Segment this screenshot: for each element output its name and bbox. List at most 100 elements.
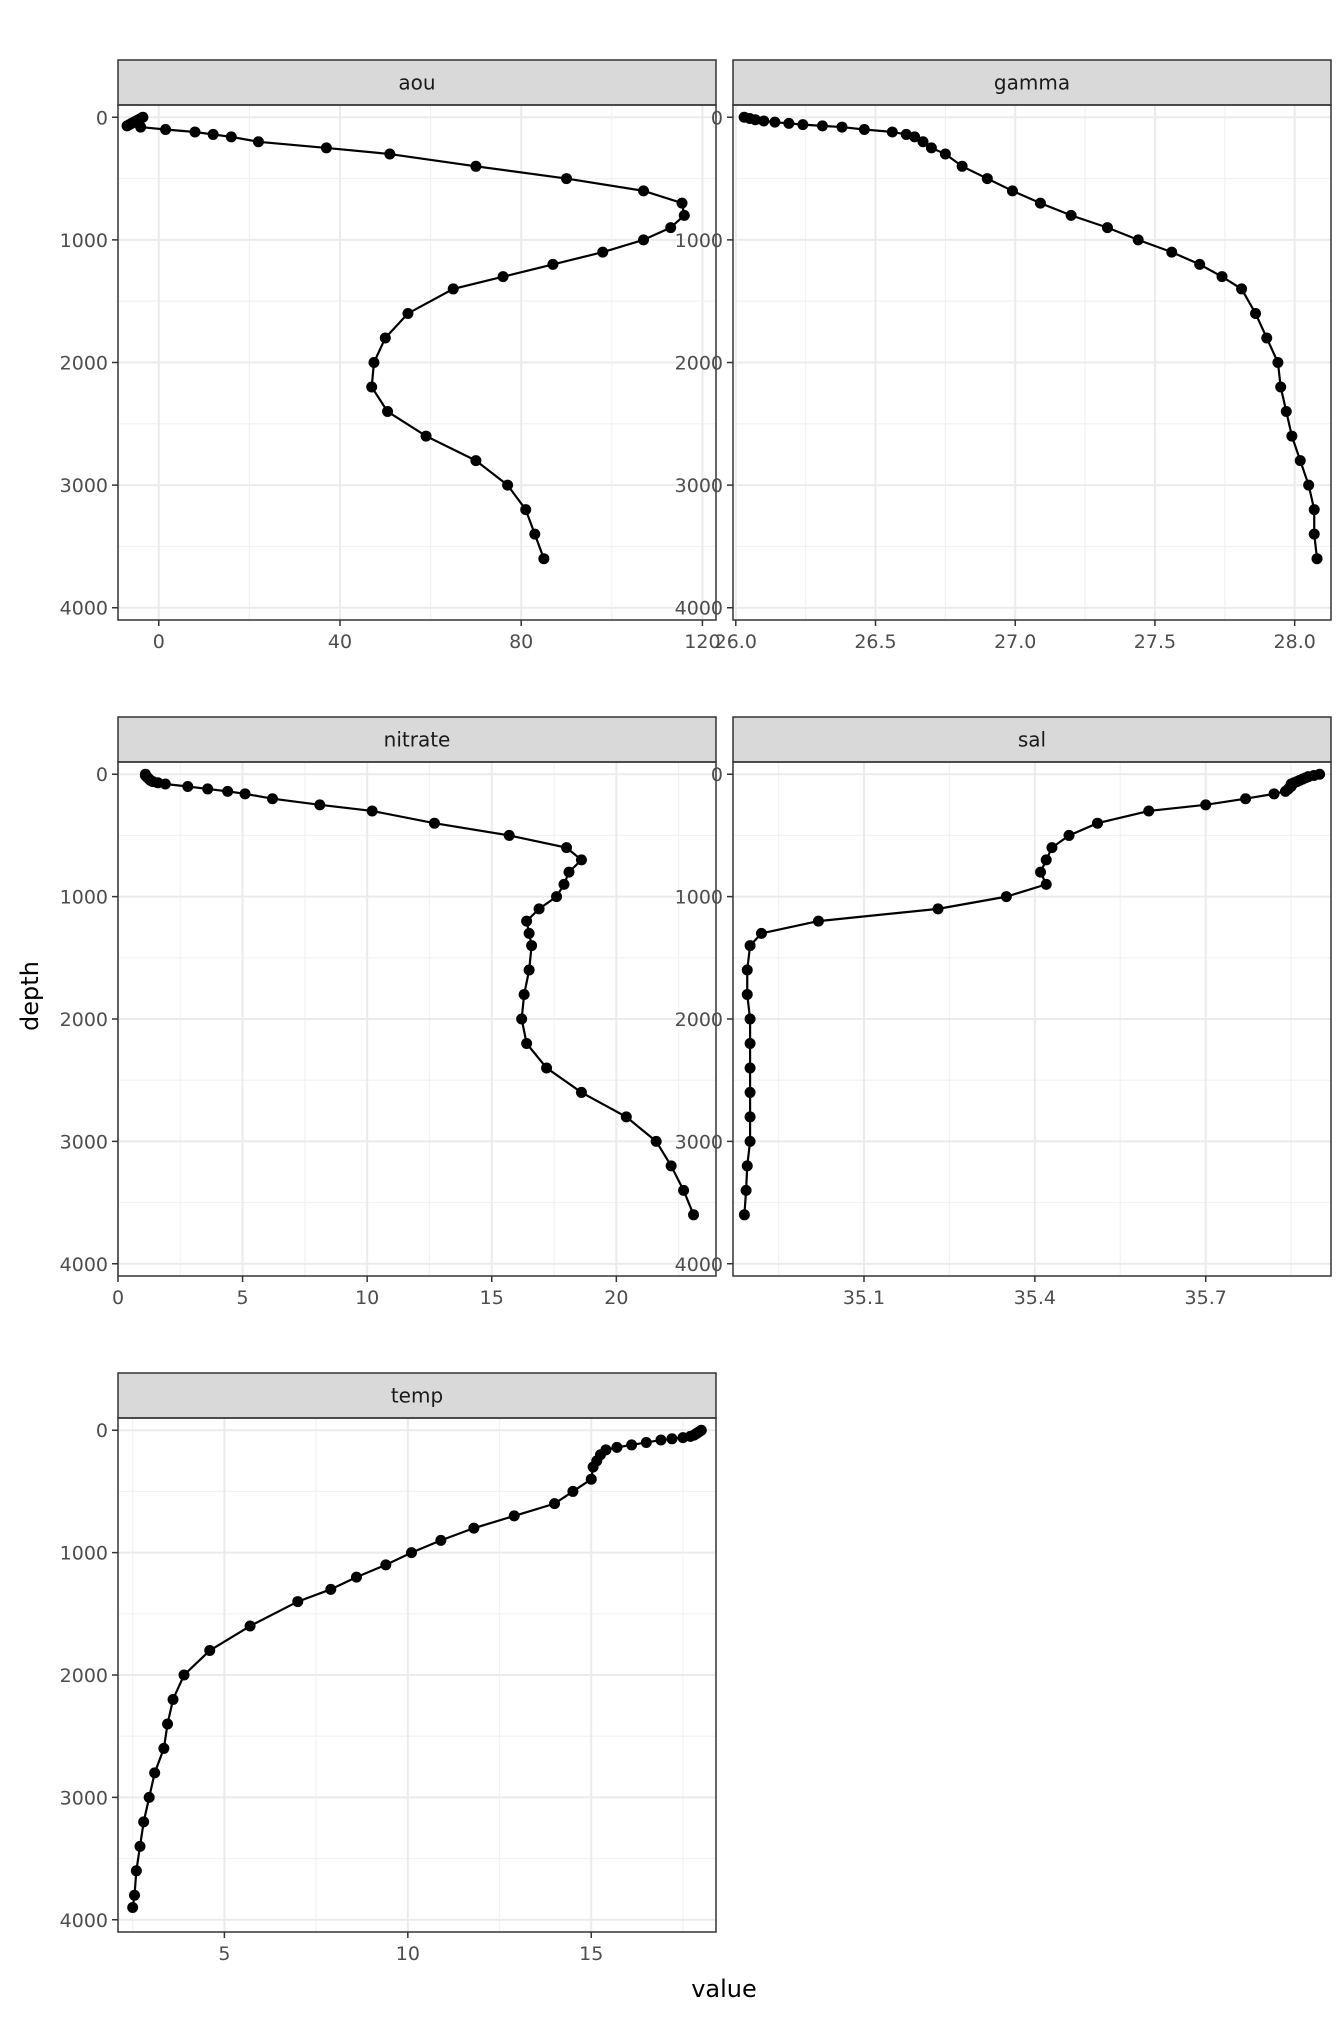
data-point [611,1441,623,1453]
data-point [640,1436,652,1448]
data-point [1275,381,1287,393]
data-point [325,1583,337,1595]
x-tick-label: 28.0 [1274,631,1316,653]
data-point [1034,197,1046,209]
facet-strip [732,59,1332,106]
data-point [939,148,951,160]
data-point [1063,829,1075,841]
data-point [435,1534,447,1546]
data-point [547,258,559,270]
y-tick-label: 4000 [675,1254,723,1276]
x-tick-label: 5 [218,1943,230,1965]
data-point [523,927,535,939]
data-point [379,332,391,344]
data-point [1200,799,1212,811]
facet-strip-label: gamma [994,71,1070,95]
data-point [741,989,753,1001]
data-point [518,989,530,1001]
data-point [744,1086,756,1098]
data-point [470,160,482,172]
data-point [178,1669,190,1681]
data-point [551,891,563,903]
facet-panel-temp: temp 0 1000 2000 3000 4000 5 10 15 [60,1372,717,1965]
data-point [1046,842,1058,854]
data-point [1194,258,1206,270]
y-tick-label: 0 [96,1420,108,1442]
data-point [665,1160,677,1172]
data-point [516,1013,528,1025]
x-tick-label: 5 [237,1287,249,1309]
data-point [797,119,809,131]
data-point [350,1571,362,1583]
y-tick-label: 3000 [675,1131,723,1153]
y-tick-label: 2000 [60,1665,108,1687]
data-point [497,271,509,283]
data-point [1308,504,1320,516]
data-point [508,1510,520,1522]
y-tick-label: 0 [96,764,108,786]
data-point [533,903,545,915]
data-point [597,246,609,258]
data-point [638,234,650,246]
data-point [382,406,394,418]
y-tick-label: 1000 [675,887,723,909]
data-point [744,1062,756,1074]
facet-strip-label: temp [391,1384,443,1408]
data-point [738,1209,750,1221]
data-point [932,903,944,915]
series-line-temp [131,1429,702,1908]
data-point [1040,878,1052,890]
facet-strip-label: aou [398,71,435,95]
data-point [541,1062,553,1074]
y-tick-label: 2000 [675,1009,723,1031]
data-point [159,778,171,790]
facet-strip [732,716,1332,763]
data-point [677,1432,689,1444]
data-point [587,1461,599,1473]
data-point [225,131,237,143]
data-point [405,1547,417,1559]
data-point [366,805,378,817]
data-point [520,504,532,516]
data-point [502,479,514,491]
data-point [121,120,133,132]
data-point [744,1111,756,1123]
data-point [981,173,993,185]
data-point [783,117,795,129]
data-point [741,964,753,976]
data-point [650,1135,662,1147]
data-point [1240,793,1252,805]
y-axis-title: depth [16,961,44,1031]
y-tick-label: 3000 [60,1787,108,1809]
x-tick-label: 10 [355,1287,379,1309]
data-point [222,785,234,797]
data-point [189,126,201,138]
facet-panel-sal: sal 0 1000 2000 3000 4000 35.1 35.4 35.7 [675,716,1332,1309]
data-point [744,1037,756,1049]
data-point [688,1209,700,1221]
y-tick-label: 1000 [60,1543,108,1565]
data-point [561,173,572,185]
data-point [678,209,690,221]
data-point [758,115,770,127]
data-point [1101,222,1113,234]
data-point [523,964,535,976]
x-axis-title: value [691,1975,757,2003]
data-point [1065,209,1077,221]
data-point [858,124,870,136]
data-point [549,1498,561,1510]
data-point [585,1473,597,1485]
data-point [816,120,828,132]
data-point [1279,785,1291,797]
data-point [239,788,251,800]
x-tick-label: 35.7 [1185,1287,1227,1309]
data-point [655,1434,667,1446]
data-point [563,866,575,878]
data-point [402,307,414,319]
data-point [740,1184,752,1196]
data-point [744,1135,756,1147]
facet-strip-label: nitrate [384,728,451,752]
data-point [135,121,147,133]
